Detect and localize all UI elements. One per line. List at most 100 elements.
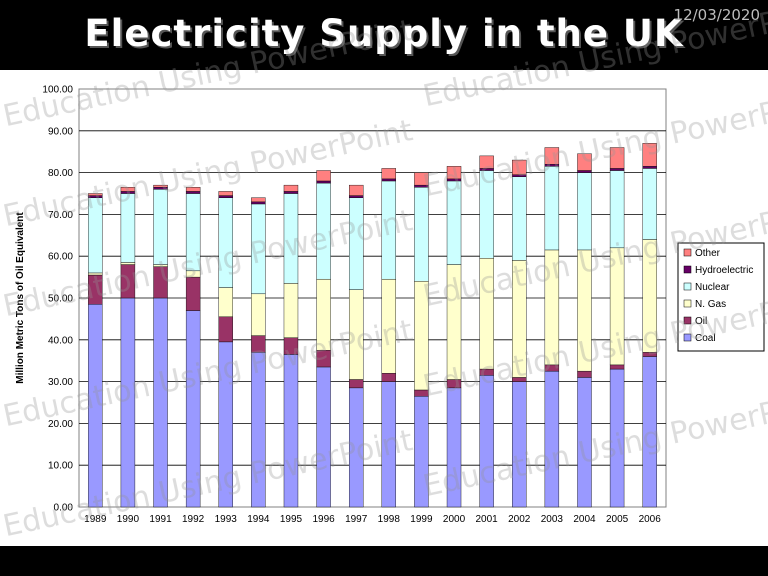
bar-segment-nuclear [185,193,201,272]
y-tick-label: 20.00 [48,419,73,430]
bar-segment-hydroelectric [153,187,168,190]
legend-label: Oil [695,316,707,327]
bar-segment-hydroelectric [251,201,266,205]
bar-segment-nuclear [153,189,168,265]
bar-segment-other [283,184,299,192]
bar-segment-oil [88,274,103,305]
bar-segment-coal [348,387,364,508]
bar-segment-nuclear [88,197,103,274]
y-tick-label: 90.00 [48,126,73,137]
bar-segment-oil [512,377,527,382]
bar-segment-hydroelectric [642,166,657,169]
bar-segment-n-gas [642,239,657,353]
bar-segment-n-gas [414,281,429,391]
bar-segment-n-gas [283,283,299,338]
bar-segment-oil [251,335,266,353]
bar-segment-hydroelectric [120,191,136,194]
bar-segment-coal [381,381,397,508]
bottom-bar [0,546,768,576]
bar-segment-oil [414,389,429,397]
bar-segment-other [153,184,168,188]
slide-title: Electricity Supply in the UK [84,12,684,55]
bar-segment-oil [577,370,592,378]
bar-segment-oil [218,316,233,343]
legend-label: Nuclear [695,282,730,293]
legend-box [677,242,765,352]
bar-segment-other [544,147,560,165]
bar-segment-coal [577,377,592,508]
bar-segment-oil [283,337,299,355]
bar-segment-other [316,170,331,182]
bar-segment-coal [544,370,560,508]
bar-segment-n-gas [88,272,103,276]
bar-segment-hydroelectric [88,195,103,198]
bar-segment-other [577,153,592,171]
y-tick-label: 60.00 [48,252,73,263]
bar-segment-hydroelectric [544,164,560,167]
bar-segment-nuclear [283,193,299,284]
x-tick-label: 1993 [215,514,238,525]
title-bar [0,0,768,70]
x-tick-label: 1998 [378,514,401,525]
bar-segment-hydroelectric [283,191,299,194]
bar-segment-other [251,197,266,203]
x-tick-label: 2006 [639,514,662,525]
bar-segment-n-gas [381,278,397,374]
x-tick-label: 1994 [247,514,270,525]
bar-segment-coal [446,387,462,508]
x-tick-label: 1990 [117,514,140,525]
x-tick-label: 2005 [606,514,629,525]
bar-segment-coal [218,341,233,508]
legend-label: Coal [695,333,716,344]
bar-segment-hydroelectric [185,191,201,194]
bar-segment-oil [153,266,168,299]
bar-segment-nuclear [120,193,136,263]
bar-segment-n-gas [512,260,527,378]
bar-segment-nuclear [544,166,560,251]
bar-segment-other [414,172,429,186]
x-tick-label: 1989 [84,514,107,525]
bar-segment-coal [283,354,299,508]
bar-segment-oil [185,276,201,311]
y-axis-ticks: 0.00 10.00 20.00 30.00 40.00 50.00 60.00 70.00 8… [42,85,73,514]
bar-segment-nuclear [512,176,527,261]
bar-segment-hydroelectric [577,170,592,173]
x-tick-label: 2002 [508,514,531,525]
bar-segment-hydroelectric [446,178,462,182]
y-tick-label: 10.00 [48,461,73,472]
bar-segment-nuclear [446,180,462,265]
legend-label: Hydroelectric [695,265,753,276]
bar-segment-n-gas [153,264,168,267]
bar-segment-nuclear [577,172,592,251]
bar-segment-coal [609,368,625,508]
legend-label: N. Gas [695,299,726,310]
bar-segment-hydroelectric [316,180,331,184]
y-tick-label: 30.00 [48,377,73,388]
bar-segment-hydroelectric [218,195,233,198]
y-tick-label: 0.00 [54,503,74,514]
bar-segment-n-gas [251,293,266,336]
x-tick-label: 2003 [541,514,564,525]
bar-segment-n-gas [544,249,560,366]
y-tick-label: 50.00 [48,294,73,305]
bars [88,143,657,508]
bar-segment-oil [609,364,625,370]
bar-segment-coal [251,352,266,508]
bar-segment-hydroelectric [414,184,429,188]
bar-segment-coal [88,304,103,508]
bar-segment-other [185,187,201,192]
bar-segment-coal [316,366,331,508]
legend: Other Hydroelectric Nuclear N. Gas Oil Coal [677,242,765,352]
bar-segment-hydroelectric [479,168,494,171]
bar-segment-coal [414,396,429,508]
bar-segment-nuclear [414,187,429,282]
legend-swatch [683,316,692,325]
bar-segment-other [120,187,136,192]
bar-segment-oil [120,264,136,299]
bar-segment-other [88,193,103,196]
bar-segment-other [348,184,364,196]
bar-segment-n-gas [120,262,136,265]
bar-segment-nuclear [479,170,494,259]
legend-swatch [683,333,692,342]
legend-swatch [683,299,692,308]
